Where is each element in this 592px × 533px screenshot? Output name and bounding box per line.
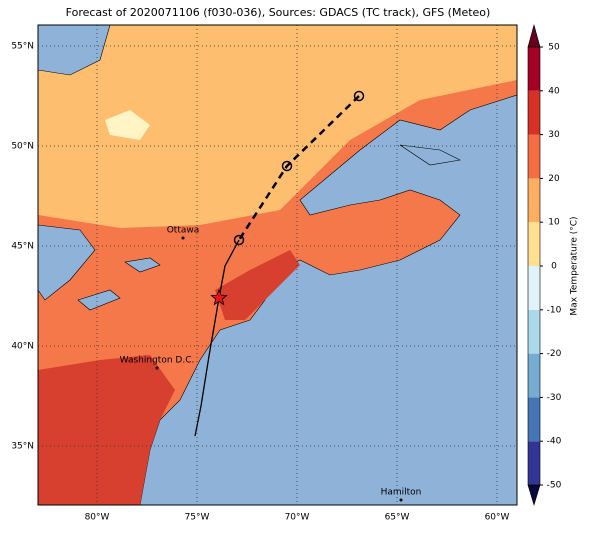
colorbar-bin: [528, 90, 540, 135]
lake: [77, 289, 121, 311]
map-title: Forecast of 2020071106 (f030-036), Sourc…: [66, 6, 491, 19]
y-tick-label: 35°N: [11, 442, 34, 452]
colorbar-tick-label: -40: [547, 437, 562, 447]
mild-region: [105, 110, 150, 140]
map-area: Ottawa Washington D.C. Hamilton: [38, 25, 517, 505]
colorbar-bin: [528, 266, 540, 310]
city-marker: [181, 236, 185, 240]
colorbar-label: Max Temperature (°C): [570, 216, 580, 315]
colorbar-extend-low: [527, 484, 541, 507]
x-tick-label: 60°W: [485, 513, 510, 523]
forecast-point: [281, 160, 293, 172]
colorbar-tick-label: 40: [548, 86, 560, 96]
city-marker: [399, 498, 403, 502]
x-tick-label: 75°W: [185, 513, 210, 523]
forecast-point: [353, 90, 365, 102]
warm-region: [38, 25, 517, 228]
colorbar-tick-label: -20: [547, 349, 562, 359]
y-tick-label: 50°N: [11, 142, 34, 152]
colorbar-tick-label: 10: [548, 218, 560, 228]
colorbar-bin: [528, 353, 540, 398]
lake: [38, 224, 96, 301]
colorbar-tick-label: 0: [551, 262, 557, 272]
x-tick-label: 80°W: [85, 513, 110, 523]
city-marker: [155, 366, 159, 370]
colorbar-bin: [528, 397, 540, 442]
y-tick-label: 40°N: [11, 342, 34, 352]
graticule: [38, 25, 517, 505]
hot-region: [215, 250, 300, 320]
colorbar: -50 -40 -30 -20 -10 0 10 20 30 40 50 Max Temperatur…: [527, 23, 580, 507]
forecast-track: [237, 95, 360, 241]
city-label: Hamilton: [381, 488, 422, 498]
past-track: [194, 239, 240, 437]
colorbar-bin: [528, 309, 540, 354]
colorbar-tick-label: -30: [547, 393, 562, 403]
colorbar-bin: [528, 222, 540, 266]
colorbar-tick-label: -50: [547, 481, 562, 491]
y-tick-label: 45°N: [11, 242, 34, 252]
colorbar-tick-label: 20: [548, 174, 560, 184]
hot-region: [38, 355, 175, 505]
city-label: Ottawa: [167, 226, 200, 236]
hudson-bay: [38, 25, 111, 76]
x-tick-label: 65°W: [385, 513, 410, 523]
current-position: [210, 288, 228, 306]
lake: [124, 257, 161, 273]
colorbar-tick-label: -10: [547, 305, 562, 315]
forecast-point: [233, 234, 245, 246]
x-tick-label: 70°W: [285, 513, 310, 523]
colorbar-bin: [528, 47, 540, 91]
colorbar-tick-label: 50: [548, 43, 560, 53]
axes: 80°W 75°W 70°W 65°W 60°W 35°N 40°N 45°N 50°N 55°N: [11, 42, 509, 523]
city-label: Washington D.C.: [120, 356, 195, 366]
colorbar-bin: [528, 441, 540, 485]
overlay: Ottawa Washington D.C. Hamilton: [120, 90, 422, 502]
colorbar-bin: [528, 134, 540, 179]
colorbar-tick-label: 30: [548, 130, 560, 140]
lake: [399, 144, 461, 166]
colorbar-extend-high: [527, 23, 541, 48]
map-frame: [37, 24, 518, 506]
colorbar-bin: [528, 178, 540, 223]
y-tick-label: 55°N: [11, 42, 34, 52]
